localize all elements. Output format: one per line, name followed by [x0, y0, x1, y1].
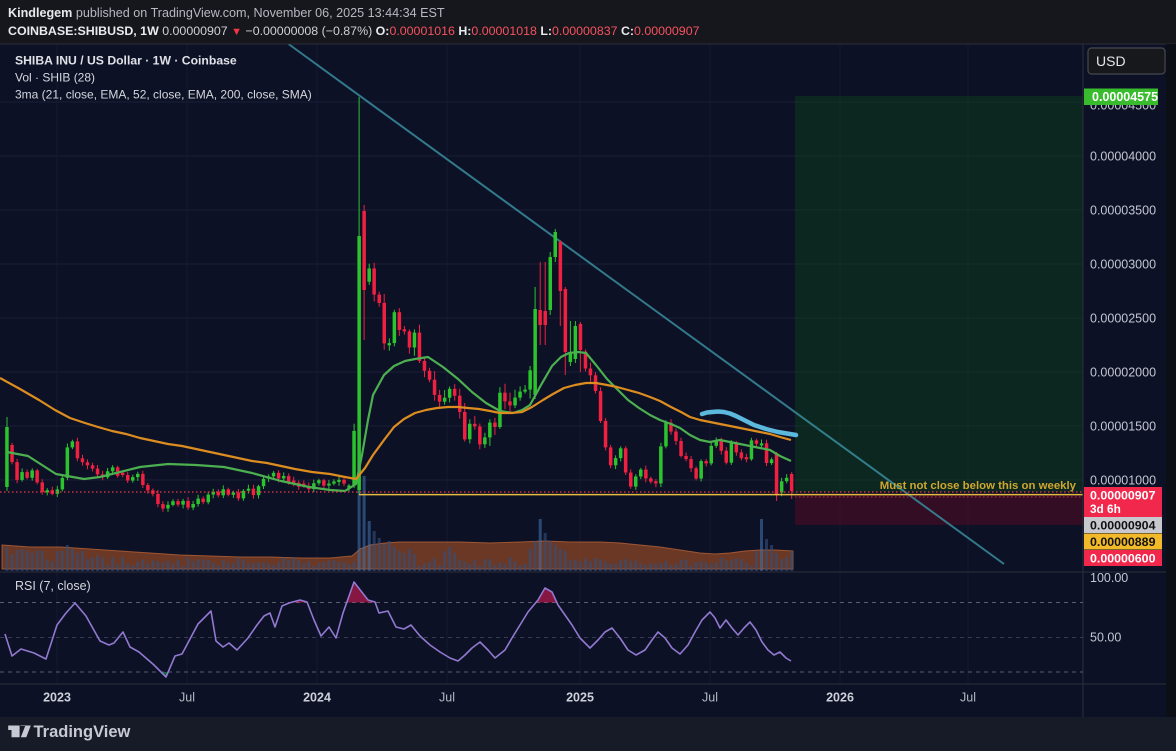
svg-text:0.00000889: 0.00000889	[1090, 535, 1156, 549]
svg-text:RSI (7, close): RSI (7, close)	[15, 579, 91, 593]
svg-text:2025: 2025	[566, 691, 594, 705]
svg-text:USD: USD	[1096, 53, 1126, 69]
svg-text:0.00002000: 0.00002000	[1090, 366, 1156, 380]
svg-text:0.00002500: 0.00002500	[1090, 312, 1156, 326]
svg-text:0.00001000: 0.00001000	[1090, 474, 1156, 488]
svg-text:3ma (21, close, EMA, 52, close: 3ma (21, close, EMA, 52, close, EMA, 200…	[15, 88, 312, 102]
svg-text:0.00001500: 0.00001500	[1090, 420, 1156, 434]
svg-text:0.00000904: 0.00000904	[1090, 519, 1156, 533]
svg-text:TradingView: TradingView	[34, 723, 131, 741]
svg-text:3d 6h: 3d 6h	[1090, 502, 1121, 516]
svg-text:Kindlegem published on Trading: Kindlegem published on TradingView.com, …	[8, 6, 445, 20]
svg-text:0.00004575: 0.00004575	[1092, 90, 1158, 104]
svg-text:Jul: Jul	[702, 691, 718, 705]
svg-text:2024: 2024	[303, 691, 331, 705]
svg-text:2026: 2026	[826, 691, 854, 705]
svg-text:Must not close below this on w: Must not close below this on weekly	[880, 480, 1077, 492]
svg-text:Jul: Jul	[960, 691, 976, 705]
svg-text:Jul: Jul	[439, 691, 455, 705]
svg-text:0.00004000: 0.00004000	[1090, 150, 1156, 164]
svg-text:COINBASE:SHIBUSD, 1W 0.0000090: COINBASE:SHIBUSD, 1W 0.00000907 ▼ −0.000…	[8, 24, 700, 38]
svg-text:Vol · SHIB (28): Vol · SHIB (28)	[15, 71, 95, 85]
svg-text:Jul: Jul	[179, 691, 195, 705]
svg-text:SHIBA INU / US Dollar · 1W · C: SHIBA INU / US Dollar · 1W · Coinbase	[15, 54, 237, 68]
svg-text:50.00: 50.00	[1090, 631, 1121, 645]
svg-text:0.00003000: 0.00003000	[1090, 258, 1156, 272]
svg-text:100.00: 100.00	[1090, 571, 1128, 585]
svg-text:0.00003500: 0.00003500	[1090, 204, 1156, 218]
svg-text:0.00000907: 0.00000907	[1090, 489, 1156, 503]
svg-text:0.00000600: 0.00000600	[1090, 552, 1156, 566]
svg-text:2023: 2023	[43, 691, 71, 705]
